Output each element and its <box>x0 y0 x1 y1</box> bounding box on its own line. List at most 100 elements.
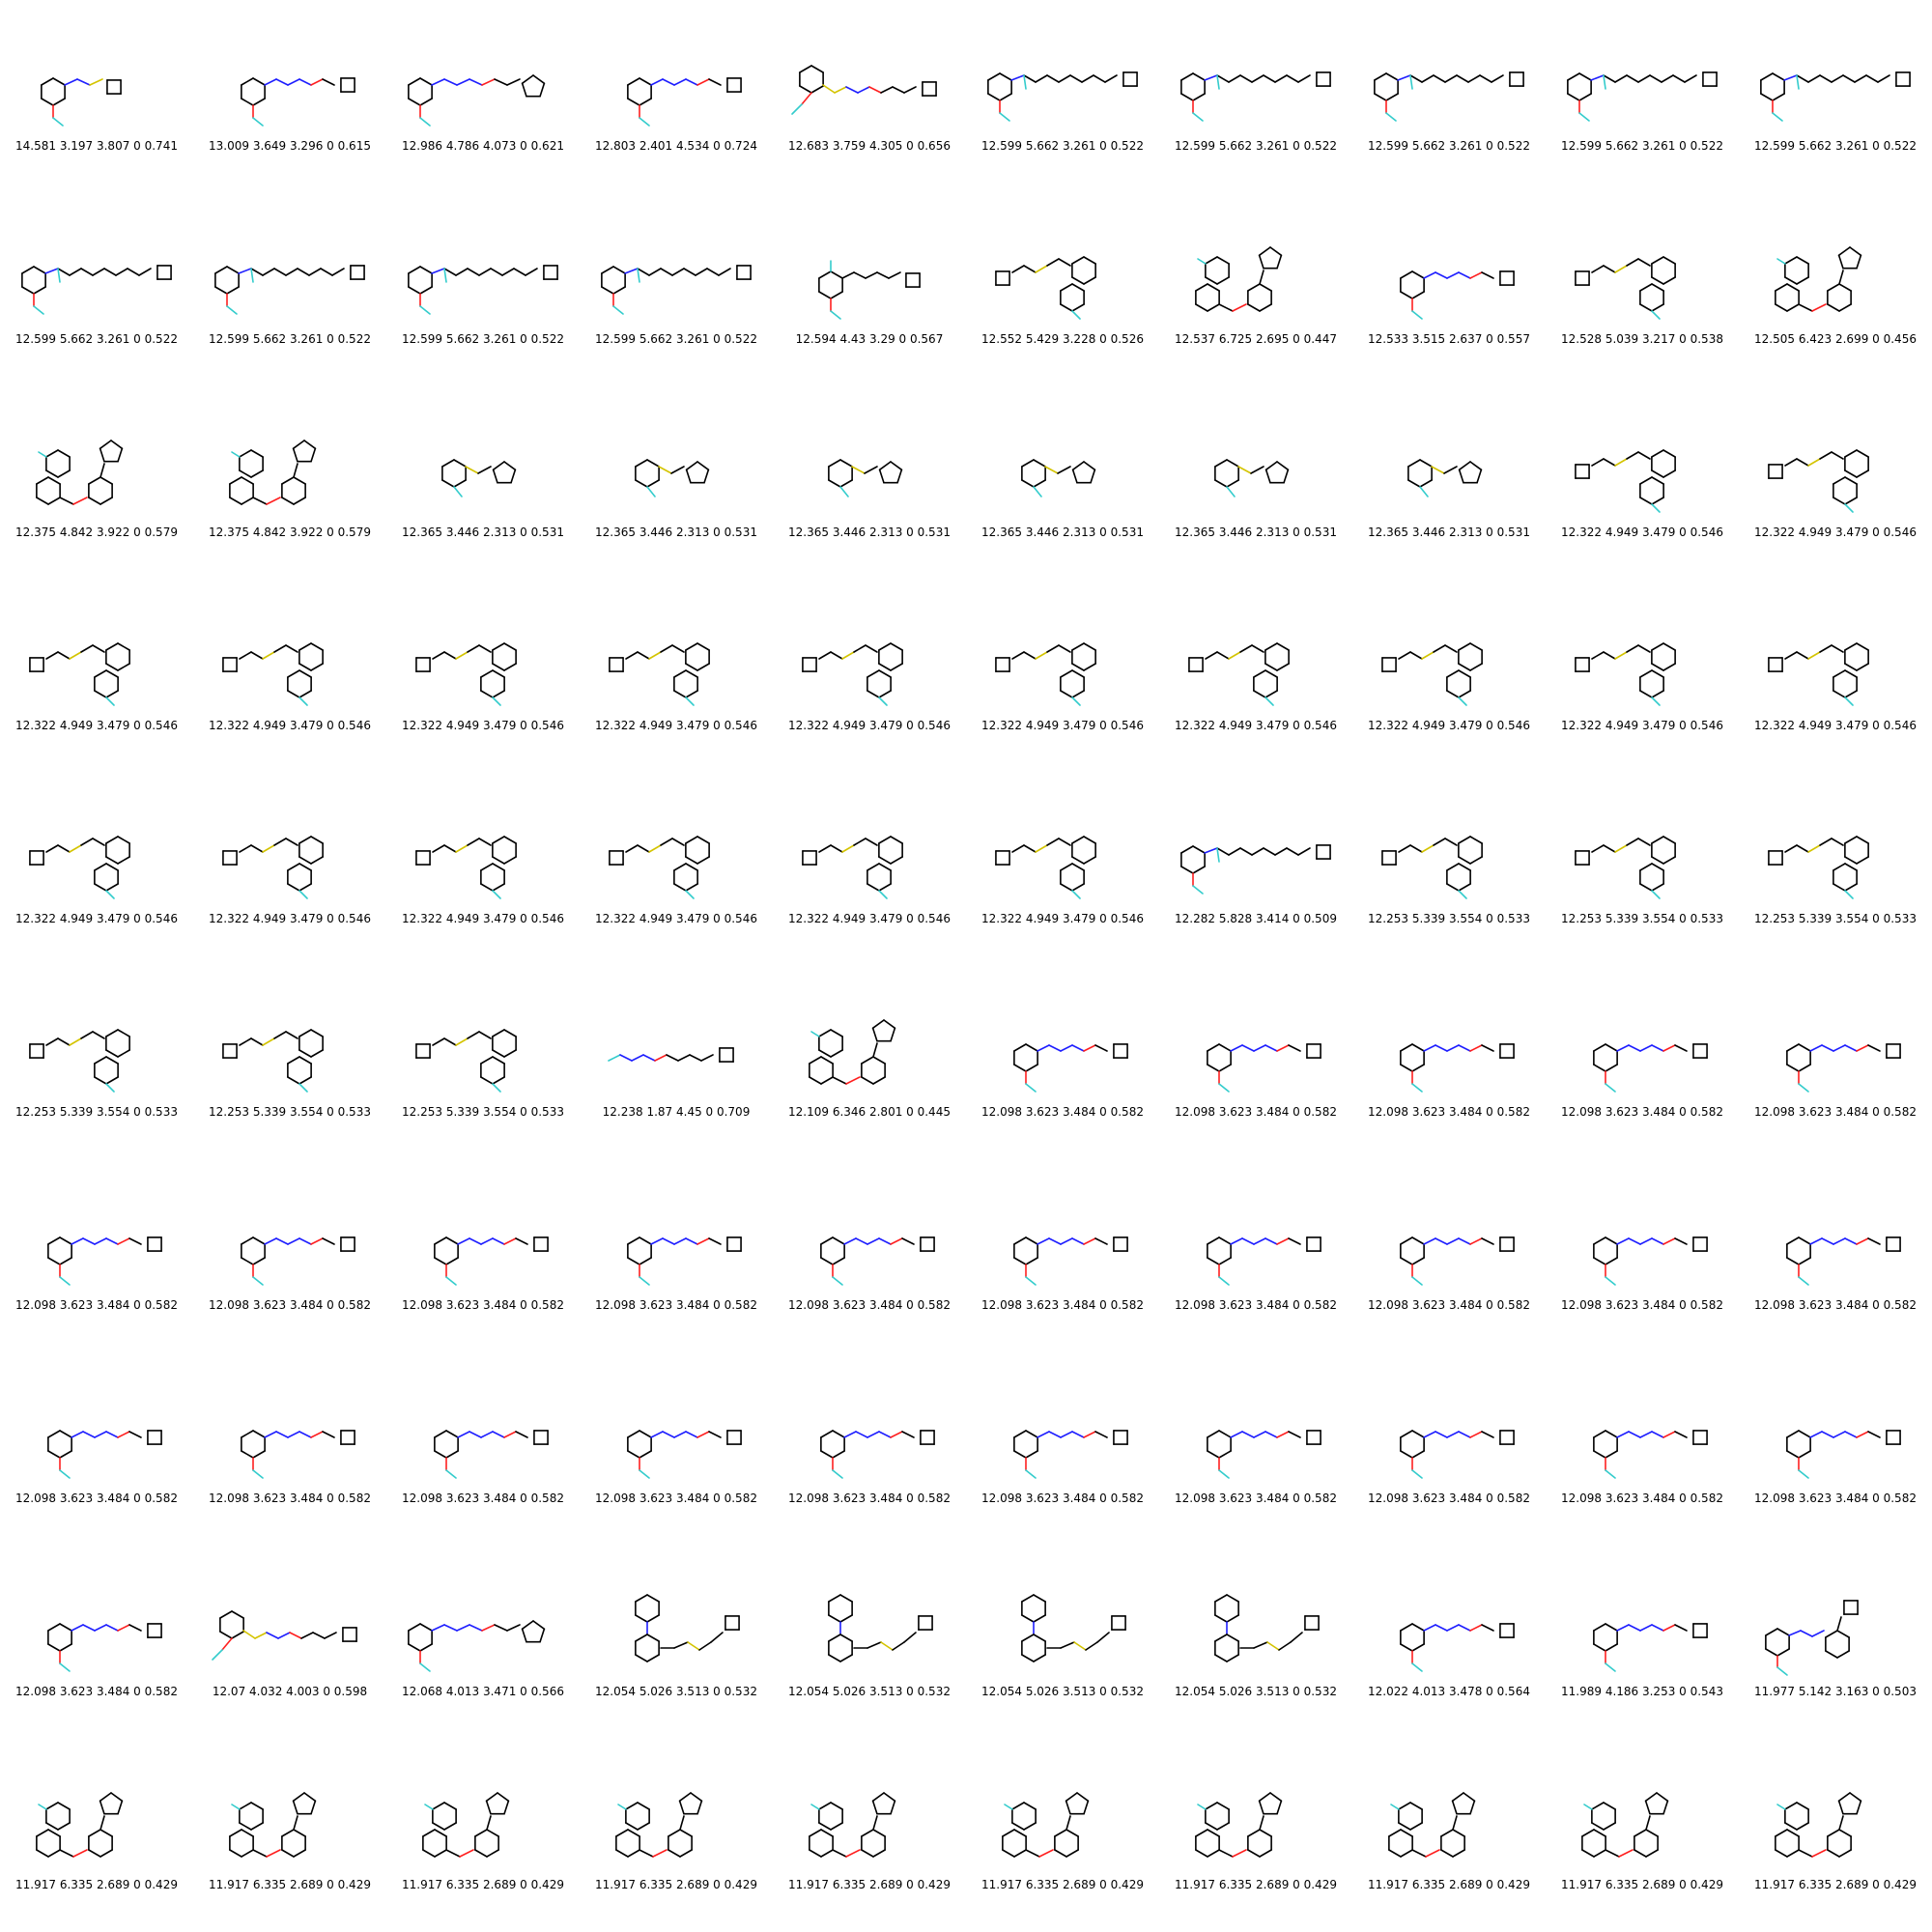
bond-line <box>1025 1469 1037 1479</box>
bond-line <box>685 669 698 678</box>
bond-line <box>298 836 312 844</box>
bond-line <box>287 863 300 871</box>
bond-line <box>59 497 74 505</box>
bond-line <box>818 651 832 660</box>
bond-line <box>627 1829 640 1837</box>
bond-line <box>445 1450 459 1459</box>
score-label: 12.599 5.662 3.261 0 0.522 <box>1368 139 1530 153</box>
bond-line <box>1446 883 1460 892</box>
score-label: 12.365 3.446 2.313 0 0.531 <box>1175 526 1337 539</box>
bond-line <box>1192 845 1206 854</box>
bond-line <box>1844 469 1858 478</box>
bond-line <box>1776 1628 1790 1636</box>
bond-line <box>690 1792 703 1803</box>
bond-line <box>1837 254 1844 270</box>
bond-line <box>250 1037 264 1046</box>
bond-line <box>1218 1043 1232 1052</box>
bond-line <box>457 1237 470 1245</box>
bond-line <box>799 65 812 73</box>
bond-line <box>105 690 119 698</box>
bond-line <box>1784 458 1798 467</box>
bond-line <box>1821 1044 1834 1052</box>
bond-line <box>492 1056 505 1065</box>
bond-line <box>457 1431 470 1438</box>
molecule-cell: 11.917 6.335 2.689 0 0.429 <box>1159 1739 1352 1932</box>
bond-line <box>486 1815 492 1831</box>
bond-line <box>1786 1430 1800 1438</box>
bond-line <box>696 1431 710 1438</box>
bond-line <box>492 469 498 484</box>
bond-line <box>1400 1064 1413 1072</box>
bond-line <box>47 497 61 505</box>
bond-line <box>679 1815 685 1831</box>
bond-line <box>57 1822 71 1831</box>
bond-line <box>1035 844 1048 853</box>
bond-line <box>1071 696 1081 706</box>
bond-line <box>105 669 119 678</box>
bond-line <box>57 844 71 853</box>
bond-line <box>443 268 457 276</box>
bond-line <box>262 268 275 276</box>
bond-line <box>1013 1829 1027 1837</box>
bond-line <box>1083 1044 1096 1052</box>
bond-line <box>1180 845 1194 854</box>
bond-line <box>1230 1237 1243 1245</box>
bond-line <box>1071 276 1085 285</box>
bond-line <box>1400 1257 1413 1265</box>
molecule-cell: 12.322 4.949 3.479 0 0.546 <box>386 773 580 966</box>
bond-line <box>1645 1829 1659 1837</box>
molecule-structure-icon <box>791 65 937 115</box>
bond-line <box>1639 476 1653 485</box>
bond-line <box>480 690 494 698</box>
bond-line <box>1197 258 1207 265</box>
bond-line <box>635 479 648 488</box>
bond-line <box>252 98 266 106</box>
bond-line <box>1469 1800 1476 1815</box>
bond-line <box>266 1632 279 1639</box>
bond-line <box>219 1631 233 1639</box>
bond-line <box>239 1802 252 1810</box>
bond-line <box>1021 1654 1035 1662</box>
bond-line <box>241 476 254 485</box>
bond-line <box>1090 469 1096 484</box>
bond-line <box>1411 1469 1423 1479</box>
bond-line <box>292 440 305 450</box>
bond-line <box>1662 1800 1669 1815</box>
bond-line <box>660 644 673 653</box>
molecule-cell: 12.322 4.949 3.479 0 0.546 <box>1739 386 1932 580</box>
bond-line <box>1819 838 1833 846</box>
bond-line <box>105 696 115 706</box>
bond-line <box>80 1031 94 1039</box>
bond-line <box>1400 291 1413 299</box>
bond-line <box>110 1792 124 1803</box>
bond-line <box>1033 1614 1046 1623</box>
bond-line <box>871 1800 878 1815</box>
bond-line <box>1591 458 1605 467</box>
bond-line <box>492 1049 505 1058</box>
bond-line <box>264 1237 277 1245</box>
bond-line <box>1239 74 1253 83</box>
bond-line <box>1046 74 1060 83</box>
bond-line <box>105 863 119 871</box>
bond-line <box>1207 1064 1220 1072</box>
bond-line <box>1867 1044 1881 1052</box>
bond-line <box>45 1822 59 1831</box>
molecule-structure-icon <box>222 642 324 706</box>
score-label: 12.054 5.026 3.513 0 0.532 <box>595 1685 757 1698</box>
bond-line <box>1228 74 1241 83</box>
bond-line <box>105 1049 119 1058</box>
bond-line <box>1827 1829 1840 1837</box>
bond-line <box>1651 1044 1664 1052</box>
bond-line <box>1025 1430 1038 1438</box>
bond-line <box>890 461 903 471</box>
bond-line <box>1844 856 1858 865</box>
bond-line <box>1651 663 1664 671</box>
bond-line <box>635 1654 648 1662</box>
molecule-structure-icon <box>1775 1792 1862 1858</box>
bond-line <box>1603 458 1616 467</box>
bond-line <box>660 268 673 276</box>
bond-line <box>1057 466 1071 474</box>
bond-line <box>1251 847 1264 856</box>
bond-line <box>1253 1431 1266 1438</box>
bond-line <box>1661 74 1674 83</box>
